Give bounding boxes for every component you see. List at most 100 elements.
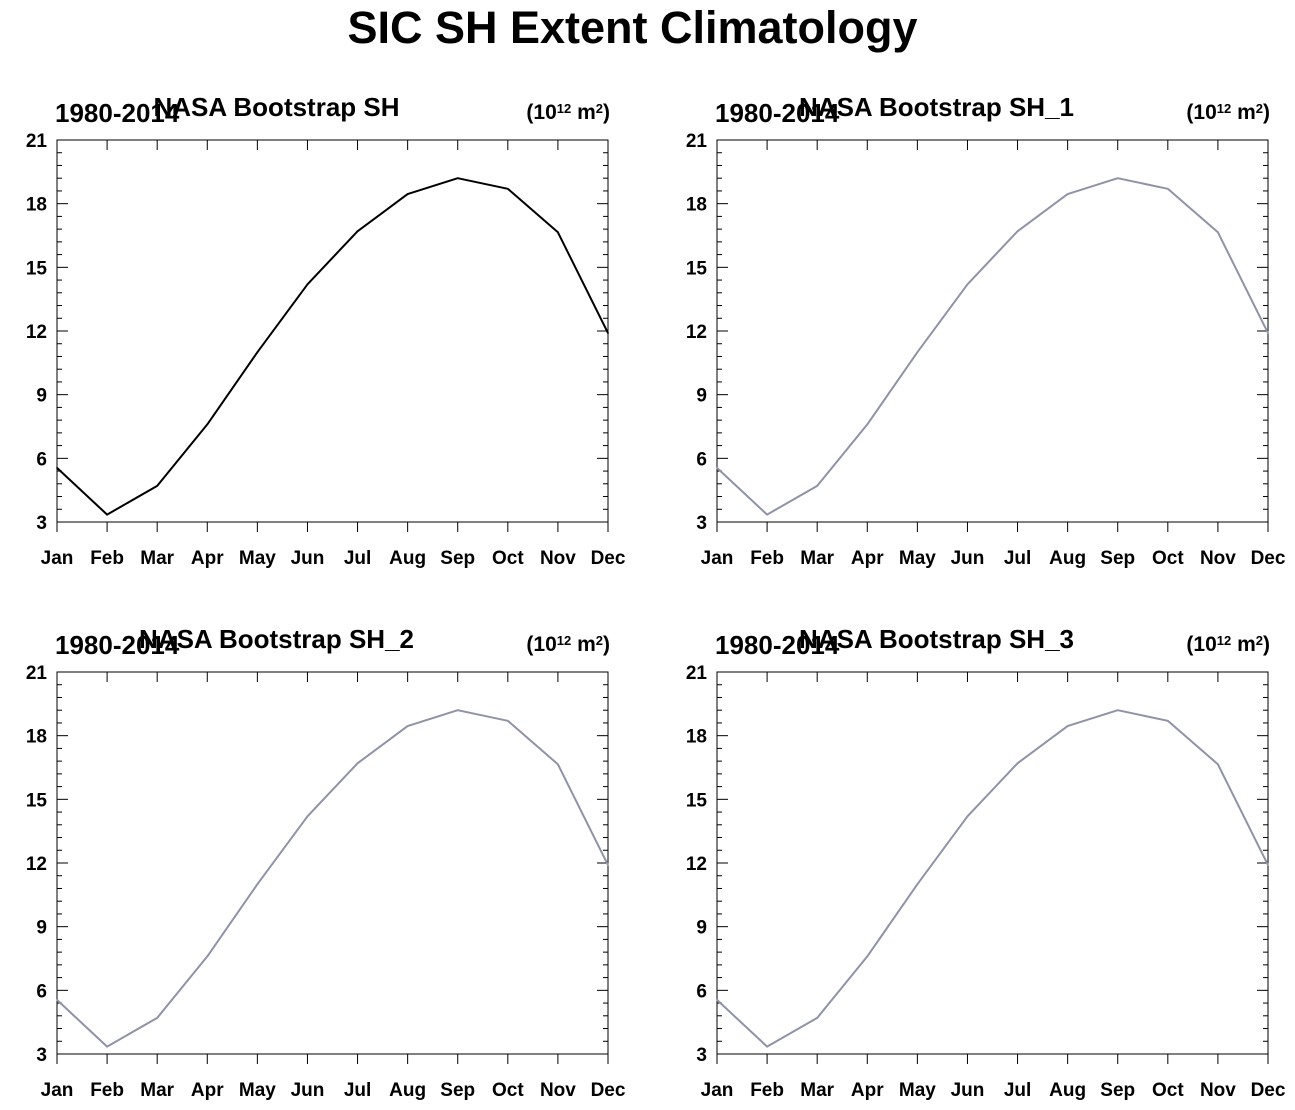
plot-frame xyxy=(56,671,609,1055)
x-tick-label: Dec xyxy=(1251,548,1286,569)
data-point xyxy=(106,1045,108,1048)
x-tick-label: Feb xyxy=(750,548,784,569)
data-point xyxy=(507,188,509,190)
data-point xyxy=(866,955,869,958)
x-tick-label: Oct xyxy=(492,548,524,569)
y-tick-label: 15 xyxy=(26,790,48,811)
y-tick-label: 18 xyxy=(686,727,707,748)
chart-panel-4: 3 6 9 12 15 18 21 Jan Feb Mar Apr May Jun Jul Aug Sep Oc… xyxy=(686,624,1286,1101)
y-tick-label: 18 xyxy=(26,195,47,216)
chart-panel-2: 3 6 9 12 15 18 21 Jan Feb Mar Apr May Jun Jul Aug Sep Oc… xyxy=(686,92,1286,569)
x-tick-label: Feb xyxy=(90,548,124,569)
x-tick-label: Mar xyxy=(140,548,174,569)
x-tick-label: Jan xyxy=(41,548,74,569)
x-tick-label: Jul xyxy=(1004,1080,1031,1101)
y-tick-label: 3 xyxy=(36,513,47,534)
series-line xyxy=(56,709,609,1048)
data-point xyxy=(607,332,609,334)
y-tick-label: 21 xyxy=(686,663,708,684)
x-tick-label: Mar xyxy=(800,548,834,569)
y-tick-label: 9 xyxy=(696,386,707,407)
data-point xyxy=(716,999,718,1001)
x-tick-label: May xyxy=(899,1080,936,1101)
panel-center-title: NASA Bootstrap SH_1 xyxy=(799,92,1074,122)
x-tick-label: Apr xyxy=(851,1080,884,1101)
y-tick-label: 6 xyxy=(36,449,47,470)
x-tick-label: Nov xyxy=(1200,548,1236,569)
data-point xyxy=(156,485,158,487)
data-point xyxy=(766,513,768,516)
plot-frame xyxy=(716,671,1269,1055)
x-tick-label: Mar xyxy=(800,1080,834,1101)
data-point xyxy=(306,815,309,818)
x-tick-label: Sep xyxy=(1100,548,1135,569)
data-point xyxy=(1116,709,1119,711)
data-point xyxy=(106,513,108,516)
chart-panel-3: 3 6 9 12 15 18 21 Jan Feb Mar Apr May Jun Jul Aug Sep Oc… xyxy=(26,624,626,1101)
series-line xyxy=(56,177,609,516)
data-point xyxy=(56,467,58,469)
y-tick-label: 3 xyxy=(36,1045,47,1066)
data-point xyxy=(306,283,309,286)
x-tick-label: Jun xyxy=(291,1080,325,1101)
x-tick-label: Feb xyxy=(90,1080,124,1101)
plot-frame xyxy=(716,139,1269,523)
y-tick-label: 3 xyxy=(696,1045,707,1066)
x-tick-label: Oct xyxy=(1152,548,1184,569)
x-tick-label: May xyxy=(899,548,936,569)
x-tick-label: Mar xyxy=(140,1080,174,1101)
data-point xyxy=(1016,762,1019,765)
x-tick-label: Nov xyxy=(1200,1080,1236,1101)
x-tick-label: Jul xyxy=(344,1080,371,1101)
data-point xyxy=(816,485,818,487)
x-tick-label: Nov xyxy=(540,1080,576,1101)
data-point xyxy=(356,230,359,233)
data-point xyxy=(1016,230,1019,233)
x-tick-label: Aug xyxy=(389,1080,426,1101)
y-tick-label: 12 xyxy=(686,322,707,343)
x-tick-label: Aug xyxy=(1049,1080,1086,1101)
x-tick-label: Nov xyxy=(540,548,576,569)
data-point xyxy=(1267,864,1269,866)
y-tick-label: 6 xyxy=(696,981,707,1002)
y-tick-label: 6 xyxy=(696,449,707,470)
y-tick-label: 12 xyxy=(26,854,47,875)
x-tick-label: Dec xyxy=(591,1080,626,1101)
data-point xyxy=(206,423,209,426)
x-tick-label: Apr xyxy=(191,548,224,569)
data-point xyxy=(866,423,869,426)
data-point xyxy=(206,955,209,958)
data-point xyxy=(1217,763,1219,766)
y-tick-label: 15 xyxy=(26,258,48,279)
panel-units-label: (1012 m2) xyxy=(526,101,610,124)
data-point xyxy=(1167,720,1169,722)
panel-units-label: (1012 m2) xyxy=(526,633,610,656)
y-tick-label: 3 xyxy=(696,513,707,534)
figure-title: SIC SH Extent Climatology xyxy=(347,2,918,53)
panel-left-title: 1980-2014 xyxy=(55,630,180,660)
data-point xyxy=(766,1045,768,1048)
x-tick-label: Jan xyxy=(41,1080,74,1101)
x-tick-label: May xyxy=(239,1080,276,1101)
panel-units-label: (1012 m2) xyxy=(1186,633,1270,656)
data-point xyxy=(356,762,359,765)
data-point xyxy=(456,177,459,179)
plot-frame xyxy=(56,139,609,523)
y-tick-label: 6 xyxy=(36,981,47,1002)
x-tick-label: Jan xyxy=(701,548,734,569)
panel-units-label: (1012 m2) xyxy=(1186,101,1270,124)
x-tick-label: Sep xyxy=(1100,1080,1135,1101)
x-tick-label: Jul xyxy=(344,548,371,569)
y-tick-label: 9 xyxy=(36,386,47,407)
data-point xyxy=(1167,188,1169,190)
y-tick-label: 15 xyxy=(686,790,708,811)
y-tick-label: 21 xyxy=(686,131,708,152)
data-point xyxy=(256,351,259,354)
data-point xyxy=(406,725,409,727)
x-tick-label: Oct xyxy=(492,1080,524,1101)
series-line xyxy=(716,709,1269,1048)
x-tick-label: Jul xyxy=(1004,548,1031,569)
x-tick-label: Feb xyxy=(750,1080,784,1101)
data-point xyxy=(607,864,609,866)
